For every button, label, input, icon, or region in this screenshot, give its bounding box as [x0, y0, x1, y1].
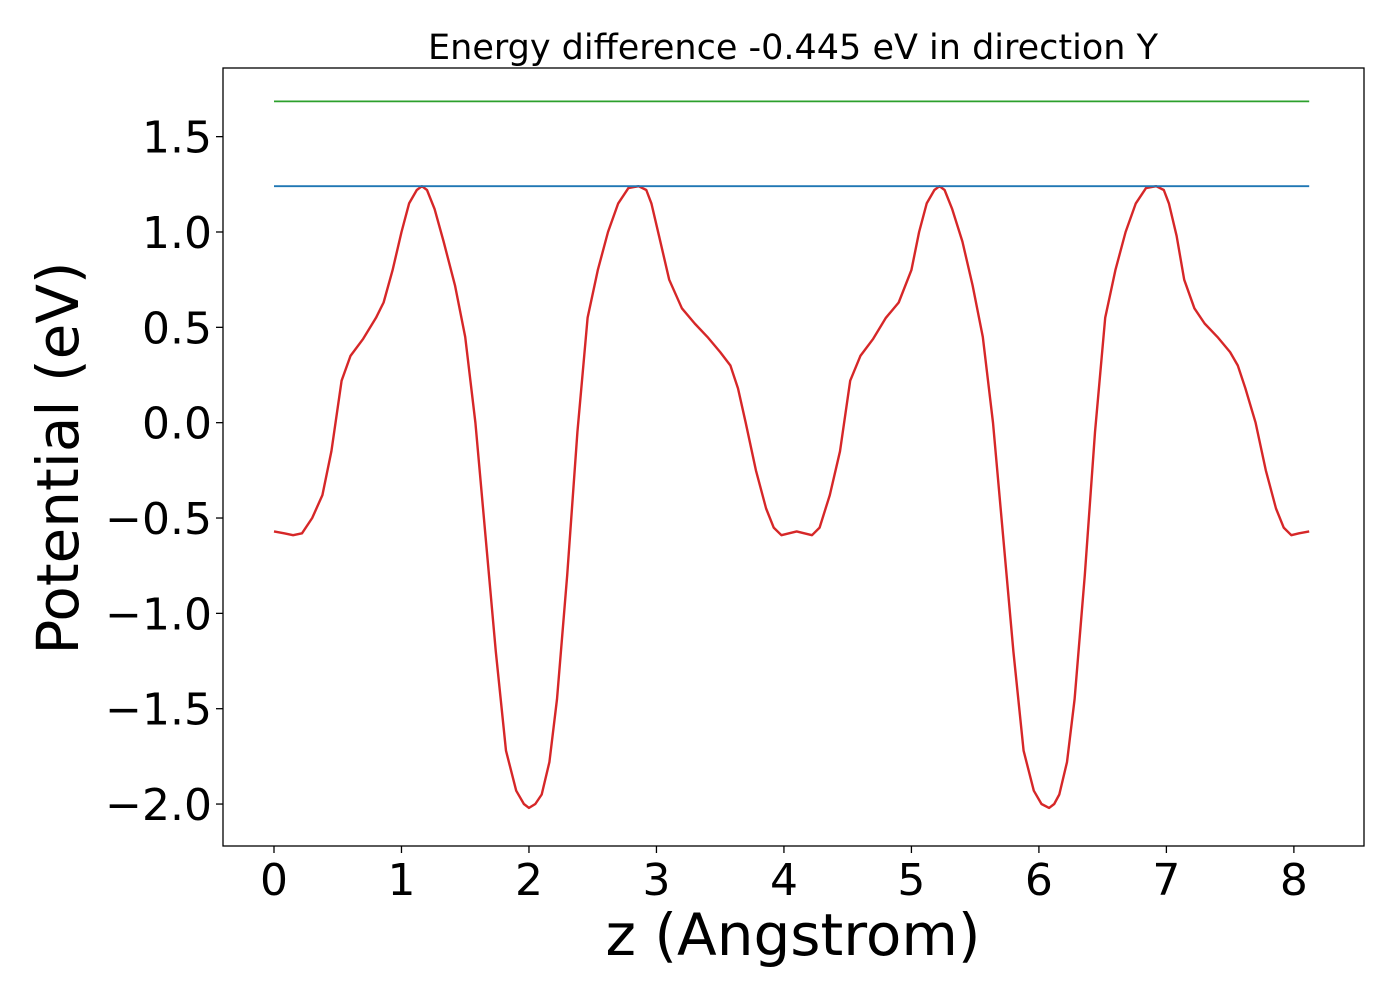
x-tick-label: 1 [387, 855, 415, 906]
y-tick-label: 1.0 [142, 208, 212, 259]
x-tick-label: 6 [1025, 855, 1053, 906]
x-axis-ticks: 0 1 2 3 4 5 6 7 8 [260, 846, 1308, 906]
x-tick-label: 5 [897, 855, 925, 906]
x-tick-label: 0 [260, 855, 288, 906]
y-tick-label: 1.5 [142, 113, 212, 164]
chart-title: Energy difference -0.445 eV in direction… [428, 28, 1159, 68]
series-line-0 [273, 184, 1310, 810]
y-tick-label: −1.5 [105, 685, 212, 736]
y-axis-label: Potential (eV) [24, 261, 92, 654]
y-axis-ticks: 1.5 1.0 0.5 0.0 −0.5 −1.0 −1.5 −2.0 [105, 113, 223, 831]
x-tick-label: 7 [1152, 855, 1180, 906]
x-tick-label: 2 [515, 855, 543, 906]
y-tick-label: −1.0 [105, 589, 212, 640]
y-tick-label: 0.0 [142, 399, 212, 450]
x-axis-label: z (Angstrom) [606, 901, 981, 969]
y-tick-label: −0.5 [105, 494, 212, 545]
y-tick-label: −2.0 [105, 780, 212, 831]
plot-frame [222, 67, 1365, 847]
x-tick-label: 4 [770, 855, 798, 906]
x-tick-label: 8 [1280, 855, 1308, 906]
x-tick-label: 3 [642, 855, 670, 906]
y-tick-label: 0.5 [142, 303, 212, 354]
plot-area [273, 100, 1310, 810]
